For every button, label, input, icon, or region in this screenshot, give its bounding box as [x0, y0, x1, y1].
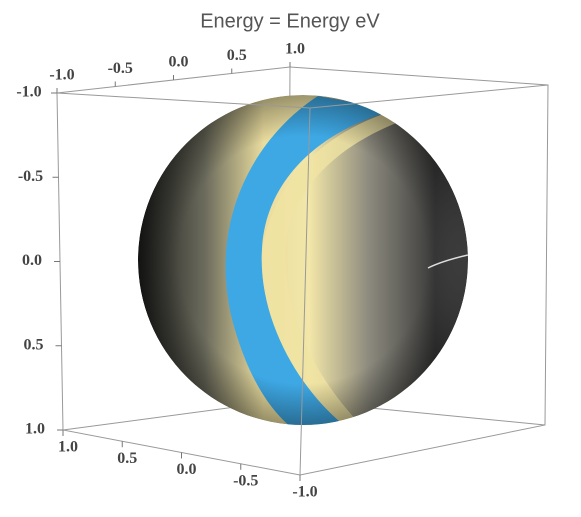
x-tick-label: 0.0: [169, 54, 189, 71]
z-tick-label: 1.0: [58, 439, 78, 456]
x-tick-label: 0.5: [227, 47, 247, 64]
sphere-rim: [138, 95, 468, 425]
y-tick-label: 1.0: [25, 421, 45, 438]
sphere: [138, 95, 468, 425]
y-tick-label: -0.5: [18, 168, 43, 185]
y-tick-label: -1.0: [16, 84, 41, 101]
chart-title: Energy = Energy eV: [200, 10, 380, 32]
pole: [427, 254, 468, 269]
z-tick-label: -0.5: [233, 472, 258, 489]
z-tick-label: 0.5: [117, 450, 137, 467]
x-tick-label: -0.5: [108, 60, 133, 77]
y-tick-label: 0.0: [22, 252, 42, 269]
x-tick-label: -1.0: [49, 67, 74, 84]
y-tick-label: 0.5: [24, 336, 44, 353]
z-tick-label: -1.0: [292, 484, 317, 501]
z-tick-label: 0.0: [177, 461, 197, 478]
x-tick-label: 1.0: [285, 41, 305, 58]
